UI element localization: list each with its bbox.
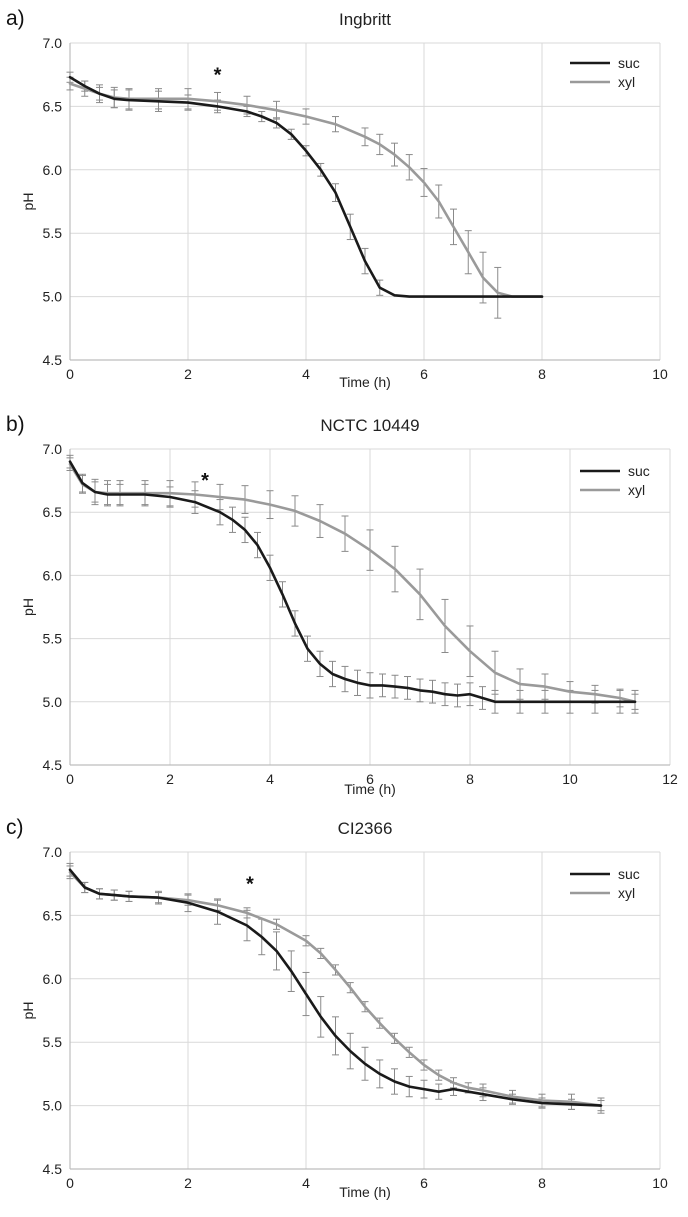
significance-asterisk: * (201, 470, 209, 492)
significance-asterisk: * (214, 64, 222, 86)
x-tick-label: 0 (66, 366, 74, 382)
legend-label-suc: suc (628, 463, 650, 479)
y-tick-label: 6.5 (43, 907, 63, 923)
x-tick-label: 8 (538, 1175, 546, 1191)
y-tick-label: 6.5 (43, 504, 63, 520)
y-tick-label: 7.0 (43, 35, 63, 51)
chart-panel-1: b) NCTC 10449 0 2 4 6 8 10 12 4.5 5.0 5.5 6.0 6.5 7.0 T… (6, 413, 678, 797)
x-axis-label: Time (h) (339, 374, 391, 390)
x-tick-label: 10 (652, 1175, 668, 1191)
y-tick-label: 5.5 (43, 225, 63, 241)
x-axis-label: Time (h) (339, 1184, 391, 1200)
x-tick-label: 2 (166, 771, 174, 787)
series-line-xyl (68, 462, 637, 704)
legend-label-xyl: xyl (618, 74, 635, 90)
y-tick-label: 6.5 (43, 98, 63, 114)
significance-asterisk: * (246, 873, 254, 895)
panel-letter: c) (6, 816, 24, 839)
y-tick-label: 4.5 (43, 352, 63, 368)
series-suc (66, 862, 605, 1112)
chart-panel-2: c) CI2366 0 2 4 6 8 10 4.5 5.0 5.5 6.0 6.5 7.0 Time (h… (6, 816, 668, 1200)
x-tick-label: 4 (302, 366, 310, 382)
x-tick-label: 2 (184, 1175, 192, 1191)
y-tick-label: 5.5 (43, 1034, 63, 1050)
series-line-suc (68, 75, 544, 298)
series-line-suc (68, 460, 637, 704)
x-tick-label: 0 (66, 1175, 74, 1191)
chart-panel-0: a) Ingbritt 0 2 4 6 8 10 4.5 5.0 5.5 6.0 6.5 7.0 Time … (6, 7, 668, 390)
y-axis-label: pH (20, 193, 36, 211)
chart-title: NCTC 10449 (320, 416, 419, 435)
y-tick-label: 5.5 (43, 631, 63, 647)
x-tick-label: 0 (66, 771, 74, 787)
y-tick-label: 6.0 (43, 162, 63, 178)
x-tick-label: 4 (266, 771, 274, 787)
y-tick-label: 7.0 (43, 844, 63, 860)
legend-label-xyl: xyl (628, 482, 645, 498)
x-tick-label: 2 (184, 366, 192, 382)
legend-label-suc: suc (618, 866, 640, 882)
y-tick-label: 6.0 (43, 567, 63, 583)
x-tick-label: 4 (302, 1175, 310, 1191)
y-tick-label: 4.5 (43, 757, 63, 773)
y-tick-label: 5.0 (43, 289, 63, 305)
y-tick-label: 6.0 (43, 971, 63, 987)
series-line-xyl (68, 870, 603, 1107)
panel-letter: a) (6, 7, 25, 30)
legend-label-suc: suc (618, 55, 640, 71)
x-axis-label: Time (h) (344, 781, 396, 797)
series-xyl (66, 865, 605, 1114)
chart-title: Ingbritt (339, 10, 391, 29)
x-tick-label: 8 (538, 366, 546, 382)
series-line-suc (68, 868, 603, 1107)
y-tick-label: 7.0 (43, 441, 63, 457)
x-tick-label: 10 (562, 771, 578, 787)
y-tick-label: 5.0 (43, 1098, 63, 1114)
x-tick-label: 8 (466, 771, 474, 787)
x-tick-label: 6 (366, 771, 374, 787)
x-tick-label: 10 (652, 366, 668, 382)
x-tick-label: 6 (420, 1175, 428, 1191)
panel-letter: b) (6, 413, 25, 436)
y-tick-label: 5.0 (43, 694, 63, 710)
y-axis-label: pH (20, 1002, 36, 1020)
y-axis-label: pH (20, 598, 36, 616)
chart-title: CI2366 (338, 819, 393, 838)
legend-label-xyl: xyl (618, 885, 635, 901)
x-tick-label: 12 (662, 771, 678, 787)
x-tick-label: 6 (420, 366, 428, 382)
y-tick-label: 4.5 (43, 1161, 63, 1177)
